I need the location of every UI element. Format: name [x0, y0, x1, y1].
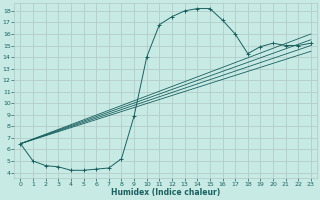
X-axis label: Humidex (Indice chaleur): Humidex (Indice chaleur) — [111, 188, 220, 197]
